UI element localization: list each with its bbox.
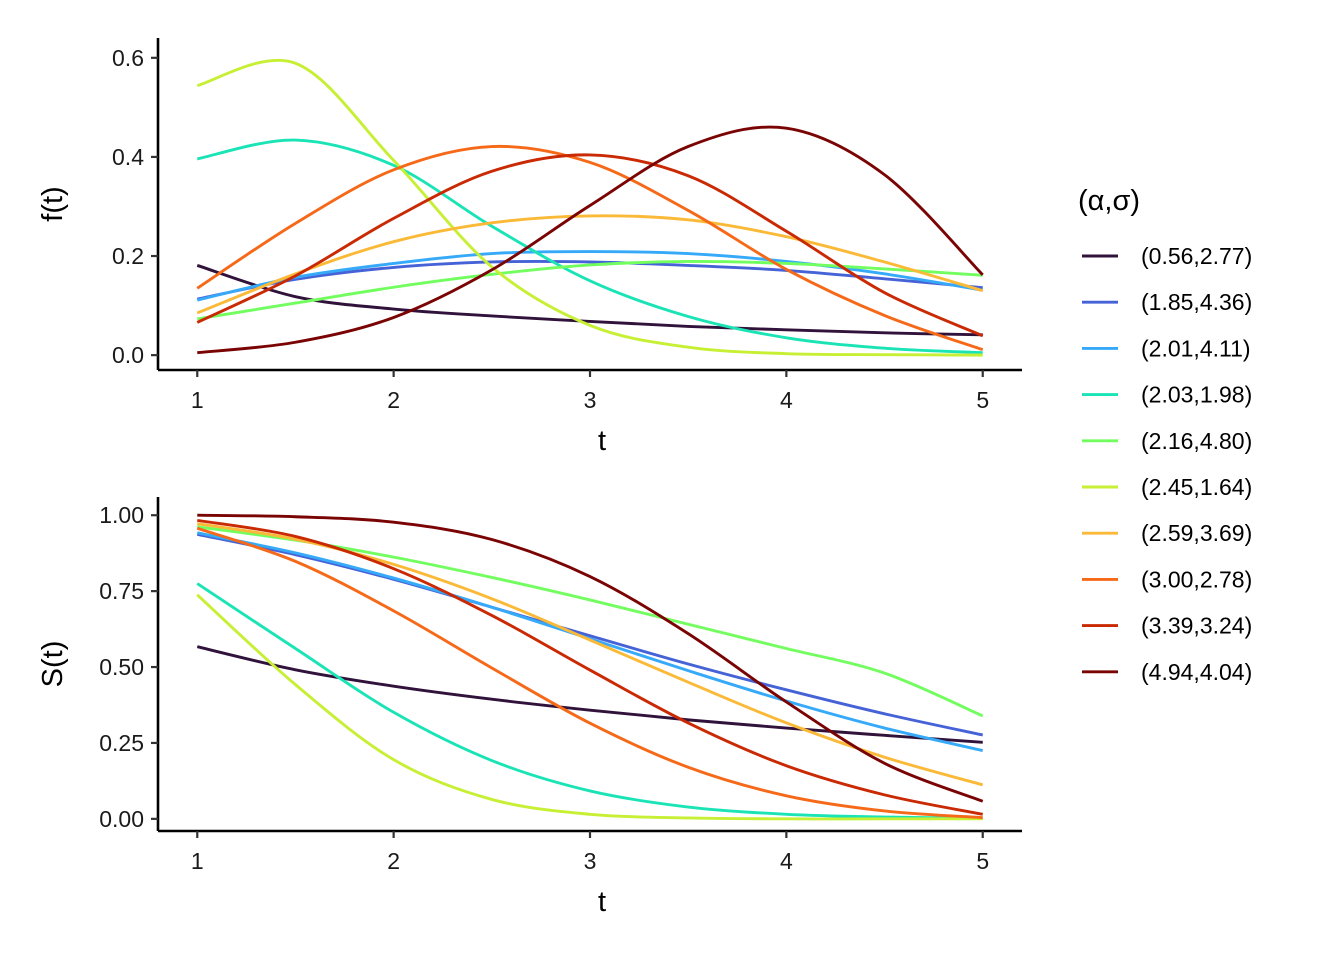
y-axis-title: S(t) [37,641,69,688]
density-series-line-10 [197,125,984,355]
density-series-line-9 [196,153,984,338]
x-axis-title: t [598,425,606,457]
legend-label: (0.56,2.77) [1141,243,1252,269]
y-tick-label: 0.50 [99,654,144,680]
legend-label: (2.01,4.11) [1141,335,1251,361]
x-tick-label: 3 [584,848,597,874]
survival-series-line-5 [197,525,984,718]
y-tick-label: 0.4 [112,144,144,170]
survival-series-line-2 [196,532,984,737]
legend-label: (4.94,4.04) [1141,659,1252,685]
legend-label: (2.16,4.80) [1141,428,1252,454]
legend-label: (1.85,4.36) [1141,289,1252,315]
x-tick-label: 1 [191,387,204,413]
x-tick-label: 3 [584,387,597,413]
survival-series-line-10 [197,513,984,803]
x-tick-label: 2 [387,848,400,874]
legend-label: (3.39,3.24) [1141,613,1252,639]
y-axis-title: f(t) [37,186,69,221]
y-tick-label: 0.0 [112,342,144,368]
survival-series-line-8 [196,526,983,820]
legend-label: (2.45,1.64) [1141,474,1252,500]
survival-series-line-6 [196,593,983,821]
density-series-line-2 [196,259,983,301]
y-tick-label: 0.75 [99,578,144,604]
survival-panel: 1 2 3 4 5 0.00 0.25 0.50 0.75 1.00 t S(t) [37,497,1022,918]
density-series-line-4 [196,138,983,355]
density-series-line-3 [196,250,983,302]
density-series-line-5 [197,259,983,321]
survival-series-line-7 [197,522,984,787]
x-axis-title: t [598,886,606,918]
x-tick-label: 5 [976,848,989,874]
y-tick-label: 1.00 [99,502,144,528]
survival-series-line-3 [196,531,984,752]
x-tick-label: 1 [191,848,204,874]
density-panel: 1 2 3 4 5 0.0 0.2 0.4 0.6 t f(t) [37,38,1022,457]
legend-label: (2.59,3.69) [1141,520,1252,546]
legend-label: (3.00,2.78) [1141,566,1252,592]
legend: (α,σ) (0.56,2.77) (1.85,4.36) (2.01,4.11) (… [1078,185,1252,685]
x-tick-label: 4 [780,848,793,874]
x-tick-label: 5 [976,387,989,413]
density-series-line-8 [196,144,984,352]
survival-series-line-9 [197,518,984,816]
survival-series-line-4 [196,582,983,820]
legend-label: (2.03,1.98) [1141,382,1252,408]
x-tick-label: 4 [780,387,793,413]
y-tick-label: 0.6 [112,45,144,71]
y-tick-label: 0.25 [99,730,144,756]
y-tick-label: 0.2 [112,243,144,269]
legend-title: (α,σ) [1078,185,1140,217]
density-series-line-6 [196,58,983,357]
density-series-line-7 [196,214,984,315]
x-tick-label: 2 [387,387,400,413]
y-tick-label: 0.00 [99,806,144,832]
survival-series-line-1 [196,645,983,744]
